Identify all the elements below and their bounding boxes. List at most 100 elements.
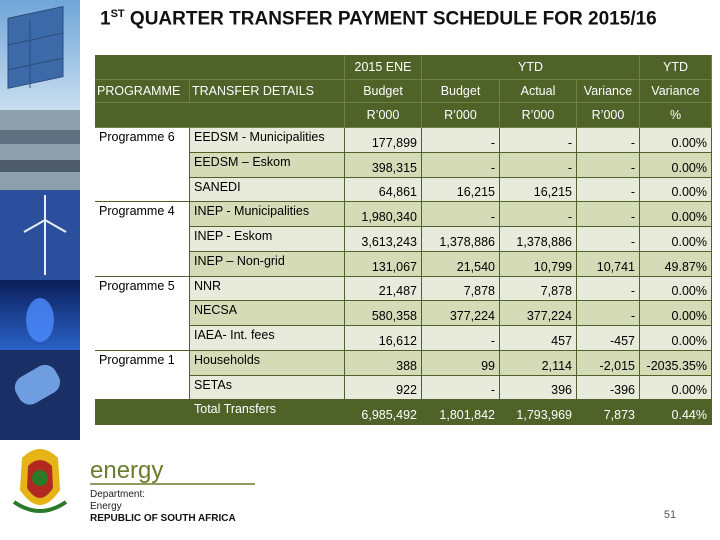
total-amount: 0.44% bbox=[640, 400, 712, 425]
header-unit: R’000 bbox=[577, 103, 640, 128]
amount: 21,487 bbox=[345, 276, 422, 302]
header-unit: % bbox=[640, 103, 712, 128]
header-blank bbox=[95, 55, 345, 80]
amount: - bbox=[577, 301, 640, 326]
total-blank bbox=[95, 400, 190, 425]
amount: 0.00% bbox=[640, 375, 712, 401]
amount: - bbox=[422, 326, 500, 351]
amount: 0.00% bbox=[640, 301, 712, 326]
header-name: Variance bbox=[640, 80, 712, 103]
amount: 3,613,243 bbox=[345, 227, 422, 252]
amount: 21,540 bbox=[422, 251, 500, 277]
header-top: 2015 ENE bbox=[345, 55, 422, 80]
amount: - bbox=[422, 375, 500, 401]
transfer-detail: NECSA bbox=[190, 301, 345, 326]
programme: Programme 1 bbox=[95, 350, 190, 401]
header-unit: R’000 bbox=[422, 103, 500, 128]
transfer-detail: NNR bbox=[190, 276, 345, 302]
transfer-detail: INEP - Eskom bbox=[190, 227, 345, 252]
header-name: PROGRAMME bbox=[95, 80, 190, 103]
amount: 99 bbox=[422, 350, 500, 376]
amount: 377,224 bbox=[500, 301, 577, 326]
total-amount: 1,801,842 bbox=[422, 400, 500, 425]
header-top: YTD bbox=[422, 55, 640, 80]
amount: - bbox=[422, 128, 500, 153]
amount: 388 bbox=[345, 350, 422, 376]
amount: 377,224 bbox=[422, 301, 500, 326]
amount: - bbox=[500, 152, 577, 178]
amount: - bbox=[500, 128, 577, 153]
amount: 7,878 bbox=[422, 276, 500, 302]
total-amount: 7,873 bbox=[577, 400, 640, 425]
amount: -2,015 bbox=[577, 350, 640, 376]
amount: 2,114 bbox=[500, 350, 577, 376]
page-number: 51 bbox=[664, 509, 676, 521]
programme: Programme 6 bbox=[95, 128, 190, 203]
header-unit: R’000 bbox=[500, 103, 577, 128]
header-name: TRANSFER DETAILS bbox=[190, 80, 345, 103]
amount: 0.00% bbox=[640, 152, 712, 178]
amount: 0.00% bbox=[640, 177, 712, 203]
title-main: QUARTER TRANSFER PAYMENT SCHEDULE FOR 20… bbox=[124, 8, 657, 30]
title-superscript: ST bbox=[110, 8, 125, 20]
amount: 131,067 bbox=[345, 251, 422, 277]
transfer-detail: IAEA- Int. fees bbox=[190, 326, 345, 351]
amount: 49.87% bbox=[640, 251, 712, 277]
amount: 398,315 bbox=[345, 152, 422, 178]
transfer-detail: SETAs bbox=[190, 375, 345, 401]
amount: 177,899 bbox=[345, 128, 422, 153]
slide-title: 1ST QUARTER TRANSFER PAYMENT SCHEDULE FO… bbox=[100, 8, 657, 30]
amount: 0.00% bbox=[640, 202, 712, 227]
amount: 0.00% bbox=[640, 276, 712, 302]
amount: 1,378,886 bbox=[500, 227, 577, 252]
amount: - bbox=[577, 202, 640, 227]
amount: 16,215 bbox=[500, 177, 577, 203]
programme: Programme 4 bbox=[95, 202, 190, 277]
amount: - bbox=[422, 202, 500, 227]
programme: Programme 5 bbox=[95, 276, 190, 351]
amount: 1,378,886 bbox=[422, 227, 500, 252]
title-prefix: 1 bbox=[100, 8, 111, 30]
brand: energy bbox=[90, 457, 163, 484]
header-blank bbox=[95, 103, 345, 128]
amount: -457 bbox=[577, 326, 640, 351]
amount: 10,799 bbox=[500, 251, 577, 277]
side-photo-strip bbox=[0, 0, 80, 440]
header-unit: R’000 bbox=[345, 103, 422, 128]
transfer-detail: SANEDI bbox=[190, 177, 345, 203]
country: REPUBLIC OF SOUTH AFRICA bbox=[90, 513, 236, 524]
header-name: Variance bbox=[577, 80, 640, 103]
amount: - bbox=[577, 128, 640, 153]
total-amount: 6,985,492 bbox=[345, 400, 422, 425]
transfer-detail: EEDSM - Municipalities bbox=[190, 128, 345, 153]
amount: -2035.35% bbox=[640, 350, 712, 376]
transfer-detail: INEP - Municipalities bbox=[190, 202, 345, 227]
amount: 10,741 bbox=[577, 251, 640, 277]
amount: 64,861 bbox=[345, 177, 422, 203]
amount: 0.00% bbox=[640, 128, 712, 153]
header-name: Budget bbox=[422, 80, 500, 103]
coat-of-arms bbox=[12, 449, 68, 513]
amount: - bbox=[577, 276, 640, 302]
amount: - bbox=[422, 152, 500, 178]
amount: 922 bbox=[345, 375, 422, 401]
header-top: YTD bbox=[640, 55, 712, 80]
amount: 7,878 bbox=[500, 276, 577, 302]
total-label: Total Transfers bbox=[190, 400, 345, 425]
amount: 1,980,340 bbox=[345, 202, 422, 227]
amount: - bbox=[577, 177, 640, 203]
amount: 16,612 bbox=[345, 326, 422, 351]
total-amount: 1,793,969 bbox=[500, 400, 577, 425]
amount: 16,215 bbox=[422, 177, 500, 203]
amount: -396 bbox=[577, 375, 640, 401]
amount: - bbox=[500, 202, 577, 227]
amount: 580,358 bbox=[345, 301, 422, 326]
transfer-detail: Households bbox=[190, 350, 345, 376]
header-name: Budget bbox=[345, 80, 422, 103]
amount: 457 bbox=[500, 326, 577, 351]
footer: energy Department: Energy REPUBLIC OF SO… bbox=[12, 449, 676, 524]
transfer-detail: EEDSM – Eskom bbox=[190, 152, 345, 178]
amount: 396 bbox=[500, 375, 577, 401]
dept-name: Energy bbox=[90, 501, 122, 512]
